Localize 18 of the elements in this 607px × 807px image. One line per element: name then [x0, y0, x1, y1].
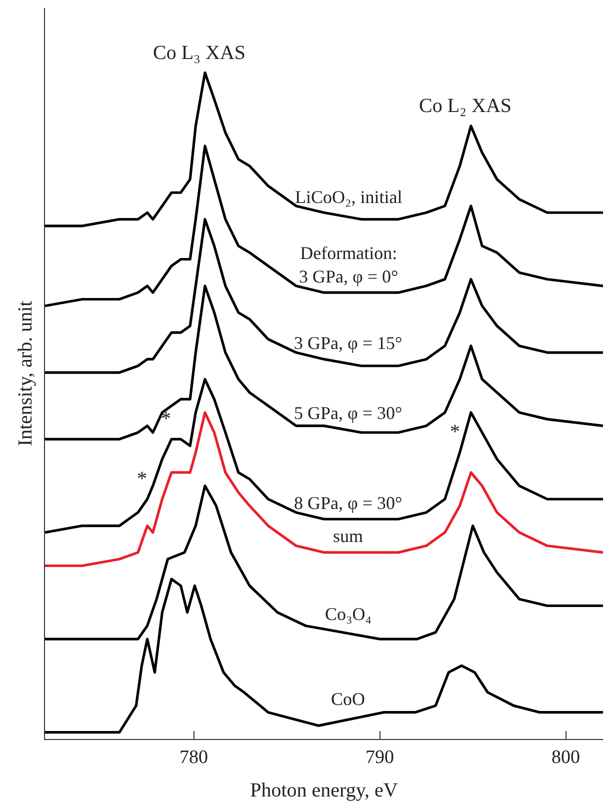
- y-axis-title: Intensity, arb. unit: [14, 300, 36, 446]
- annotation: *: [137, 468, 147, 490]
- annotation: *: [161, 408, 171, 430]
- annotation: *: [450, 421, 460, 443]
- series-label: sum: [333, 526, 364, 546]
- annotation: Co L₂ XAS: [419, 95, 512, 117]
- x-axis-title: Photon energy, eV: [250, 779, 398, 802]
- series-label: 8 GPa, φ = 30°: [294, 493, 402, 513]
- series-label: Deformation: 3 GPa, φ = 0°: [299, 243, 398, 286]
- series-label: Co₃O₄: [325, 604, 372, 624]
- x-tick-label: 790: [366, 746, 394, 768]
- x-tick-label: 780: [180, 746, 208, 768]
- series-label: LiCoO₂, initial: [295, 187, 402, 207]
- series-label: 3 GPa, φ = 15°: [294, 333, 402, 353]
- series-label: CoO: [331, 689, 366, 709]
- series-label: 5 GPa, φ = 30°: [294, 403, 402, 423]
- annotation: Co L₃ XAS: [153, 42, 246, 64]
- x-tick-label: 800: [552, 746, 580, 768]
